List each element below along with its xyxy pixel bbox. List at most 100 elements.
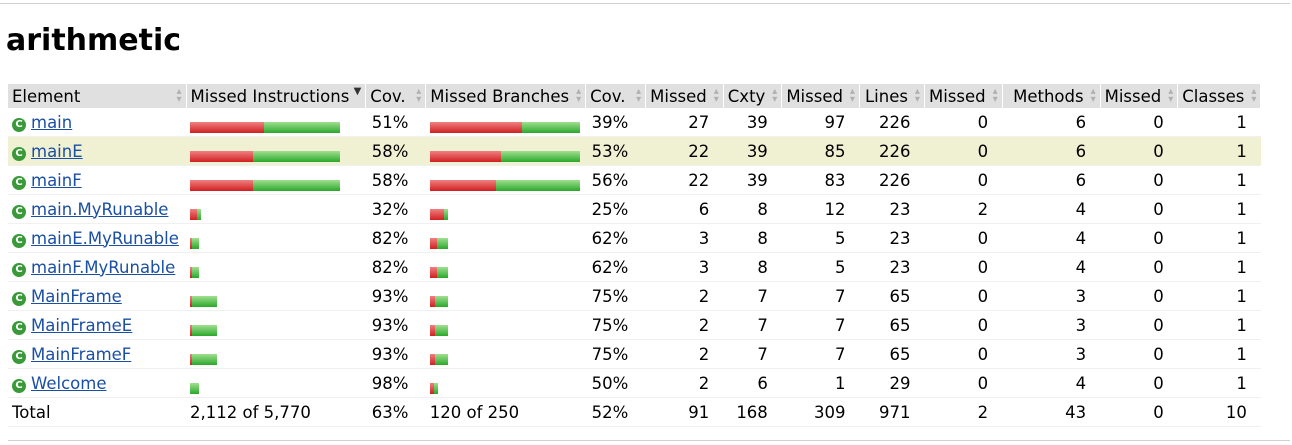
covered-segment <box>253 179 340 191</box>
missed-segment <box>429 295 435 307</box>
total-lines-missed: 309 <box>781 397 860 427</box>
sort-icon: ▴ ▾ <box>1168 86 1174 105</box>
header-methods[interactable]: Methods ▴ ▾ <box>1002 84 1101 108</box>
lines-missed: 12 <box>781 194 860 224</box>
bottom-rule <box>8 440 1290 441</box>
missed-segment <box>190 208 197 220</box>
covered-segment <box>433 382 438 394</box>
sort-icon: ▴ ▾ <box>1090 86 1096 105</box>
class-icon: C <box>12 320 26 335</box>
header-lines-missed[interactable]: Missed ▴ ▾ <box>781 84 860 108</box>
lines: 226 <box>859 108 925 137</box>
covered-segment <box>192 237 199 249</box>
covered-segment <box>443 208 448 220</box>
branch-bar-cell <box>425 165 586 195</box>
header-classes[interactable]: Classes ▴ ▾ <box>1177 84 1262 108</box>
total-classes-missed: 0 <box>1100 397 1178 427</box>
element-link[interactable]: MainFrame <box>31 286 122 306</box>
sort-icon: ▴ ▾ <box>772 86 778 105</box>
class-icon: C <box>12 262 26 277</box>
classes-missed: 0 <box>1100 223 1178 253</box>
element-link[interactable]: mainF.MyRunable <box>31 257 176 277</box>
branch-bar-cell <box>425 339 586 369</box>
lines: 65 <box>859 281 925 311</box>
element-cell: C MainFrameF <box>8 339 186 369</box>
methods: 4 <box>1002 194 1101 224</box>
header-missed-instructions[interactable]: Missed Instructions ▼ <box>186 84 367 108</box>
header-element[interactable]: Element ▴ ▾ <box>8 84 187 108</box>
class-icon: C <box>12 204 26 219</box>
element-link[interactable]: Welcome <box>31 373 107 393</box>
instr-bar-cell <box>186 136 366 166</box>
sort-icon: ▴ ▾ <box>576 86 582 105</box>
total-instructions: 2,112 of 5,770 <box>186 397 366 427</box>
element-link[interactable]: MainFrameF <box>31 344 132 364</box>
missed-segment <box>429 208 444 220</box>
sort-icon: ▴ ▾ <box>849 86 855 105</box>
total-instr-coverage: 63% <box>365 397 426 427</box>
lines-missed: 1 <box>781 368 860 398</box>
element-link[interactable]: mainF <box>31 170 82 190</box>
instr-bar-cell <box>186 368 366 398</box>
branch-bar-cell <box>425 281 586 311</box>
methods-missed: 0 <box>924 281 1003 311</box>
cxty: 7 <box>723 339 782 369</box>
missed-segment <box>190 353 192 365</box>
header-methods-missed[interactable]: Missed ▴ ▾ <box>924 84 1003 108</box>
missed-segment <box>429 266 437 278</box>
classes: 1 <box>1177 194 1261 224</box>
header-instr-coverage[interactable]: Cov. ▴ ▾ <box>365 84 427 108</box>
element-link[interactable]: main <box>31 112 73 132</box>
header-label: Lines <box>864 86 908 106</box>
total-row: Total 2,112 of 5,770 63% 120 of 250 52% … <box>8 397 1261 427</box>
covered-segment <box>495 179 580 191</box>
instr-bar-cell <box>186 223 366 253</box>
classes-missed: 0 <box>1100 310 1178 340</box>
missed-segment <box>429 324 435 336</box>
element-link[interactable]: mainE.MyRunable <box>31 228 179 248</box>
element-cell: C MainFrame <box>8 281 186 311</box>
header-label: Methods <box>1013 86 1084 106</box>
covered-segment <box>434 353 448 365</box>
class-icon: C <box>12 146 26 161</box>
header-branch-coverage[interactable]: Cov. ▴ ▾ <box>585 84 647 108</box>
header-cx-missed[interactable]: Missed ▴ ▾ <box>645 84 724 108</box>
classes: 1 <box>1177 108 1261 137</box>
cx-missed: 22 <box>645 136 724 166</box>
classes: 1 <box>1177 368 1261 398</box>
element-link[interactable]: MainFrameE <box>31 315 133 335</box>
branch-coverage: 53% <box>585 136 646 166</box>
header-label: Missed <box>650 86 707 106</box>
branch-coverage: 25% <box>585 194 646 224</box>
header-lines[interactable]: Lines ▴ ▾ <box>859 84 925 108</box>
sort-icon: ▴ ▾ <box>636 86 642 105</box>
header-label: Missed <box>928 86 986 106</box>
element-link[interactable]: main.MyRunable <box>31 199 169 219</box>
methods: 3 <box>1002 281 1101 311</box>
lines: 29 <box>859 368 925 398</box>
methods-missed: 0 <box>924 252 1003 282</box>
header-missed-branches[interactable]: Missed Branches ▴ ▾ <box>425 84 587 108</box>
missed-segment <box>190 121 264 133</box>
methods-missed: 0 <box>924 339 1003 369</box>
header-cxty[interactable]: Cxty ▴ ▾ <box>723 84 783 108</box>
lines-missed: 7 <box>781 339 860 369</box>
header-label: Missed Branches <box>430 86 570 106</box>
instr-bar-cell <box>186 165 366 195</box>
header-classes-missed[interactable]: Missed ▴ ▾ <box>1100 84 1179 108</box>
coverage-table: Element ▴ ▾ Missed Instructions ▼ Cov. ▴ ▾ Misse… <box>8 84 1262 427</box>
branch-coverage: 75% <box>585 339 646 369</box>
class-icon: C <box>12 233 26 248</box>
missed-segment <box>429 237 437 249</box>
classes-missed: 0 <box>1100 136 1178 166</box>
covered-segment <box>436 266 448 278</box>
element-link[interactable]: mainE <box>31 141 83 161</box>
total-cx-missed: 91 <box>645 397 724 427</box>
total-methods-missed: 2 <box>924 397 1003 427</box>
classes-missed: 0 <box>1100 339 1178 369</box>
branch-coverage: 39% <box>585 108 646 137</box>
